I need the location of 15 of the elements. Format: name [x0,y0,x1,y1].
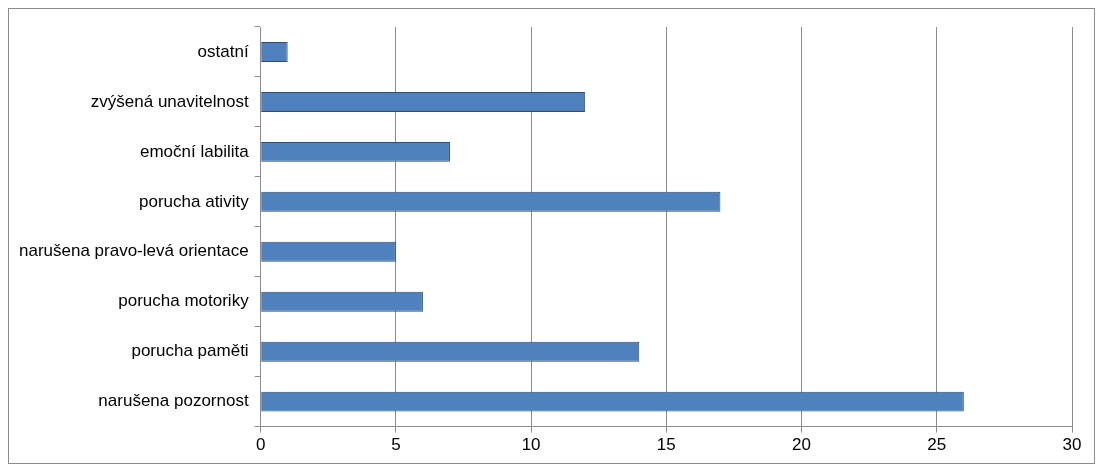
y-tick-label: emoční labilita [139,141,250,161]
y-tick-label: porucha motoriky [118,291,250,311]
x-tick-label: 5 [391,435,401,455]
x-tick-label: 30 [1062,435,1082,455]
x-tick-label: 25 [927,435,947,455]
y-tick-label: porucha paměti [131,341,249,361]
y-tick-label: narušena pravo-levá orientace [18,241,249,261]
y-tick-label: narušena pozornost [98,391,249,411]
y-tick-label: ostatní [197,41,249,61]
x-tick-label: 10 [521,435,541,455]
x-tick-label: 15 [656,435,676,455]
y-tick-label: porucha ativity [139,191,250,211]
x-tick-label: 20 [792,435,812,455]
x-tick-label: 0 [255,435,266,455]
y-tick-label: zvýšená unavitelnost [90,91,249,111]
